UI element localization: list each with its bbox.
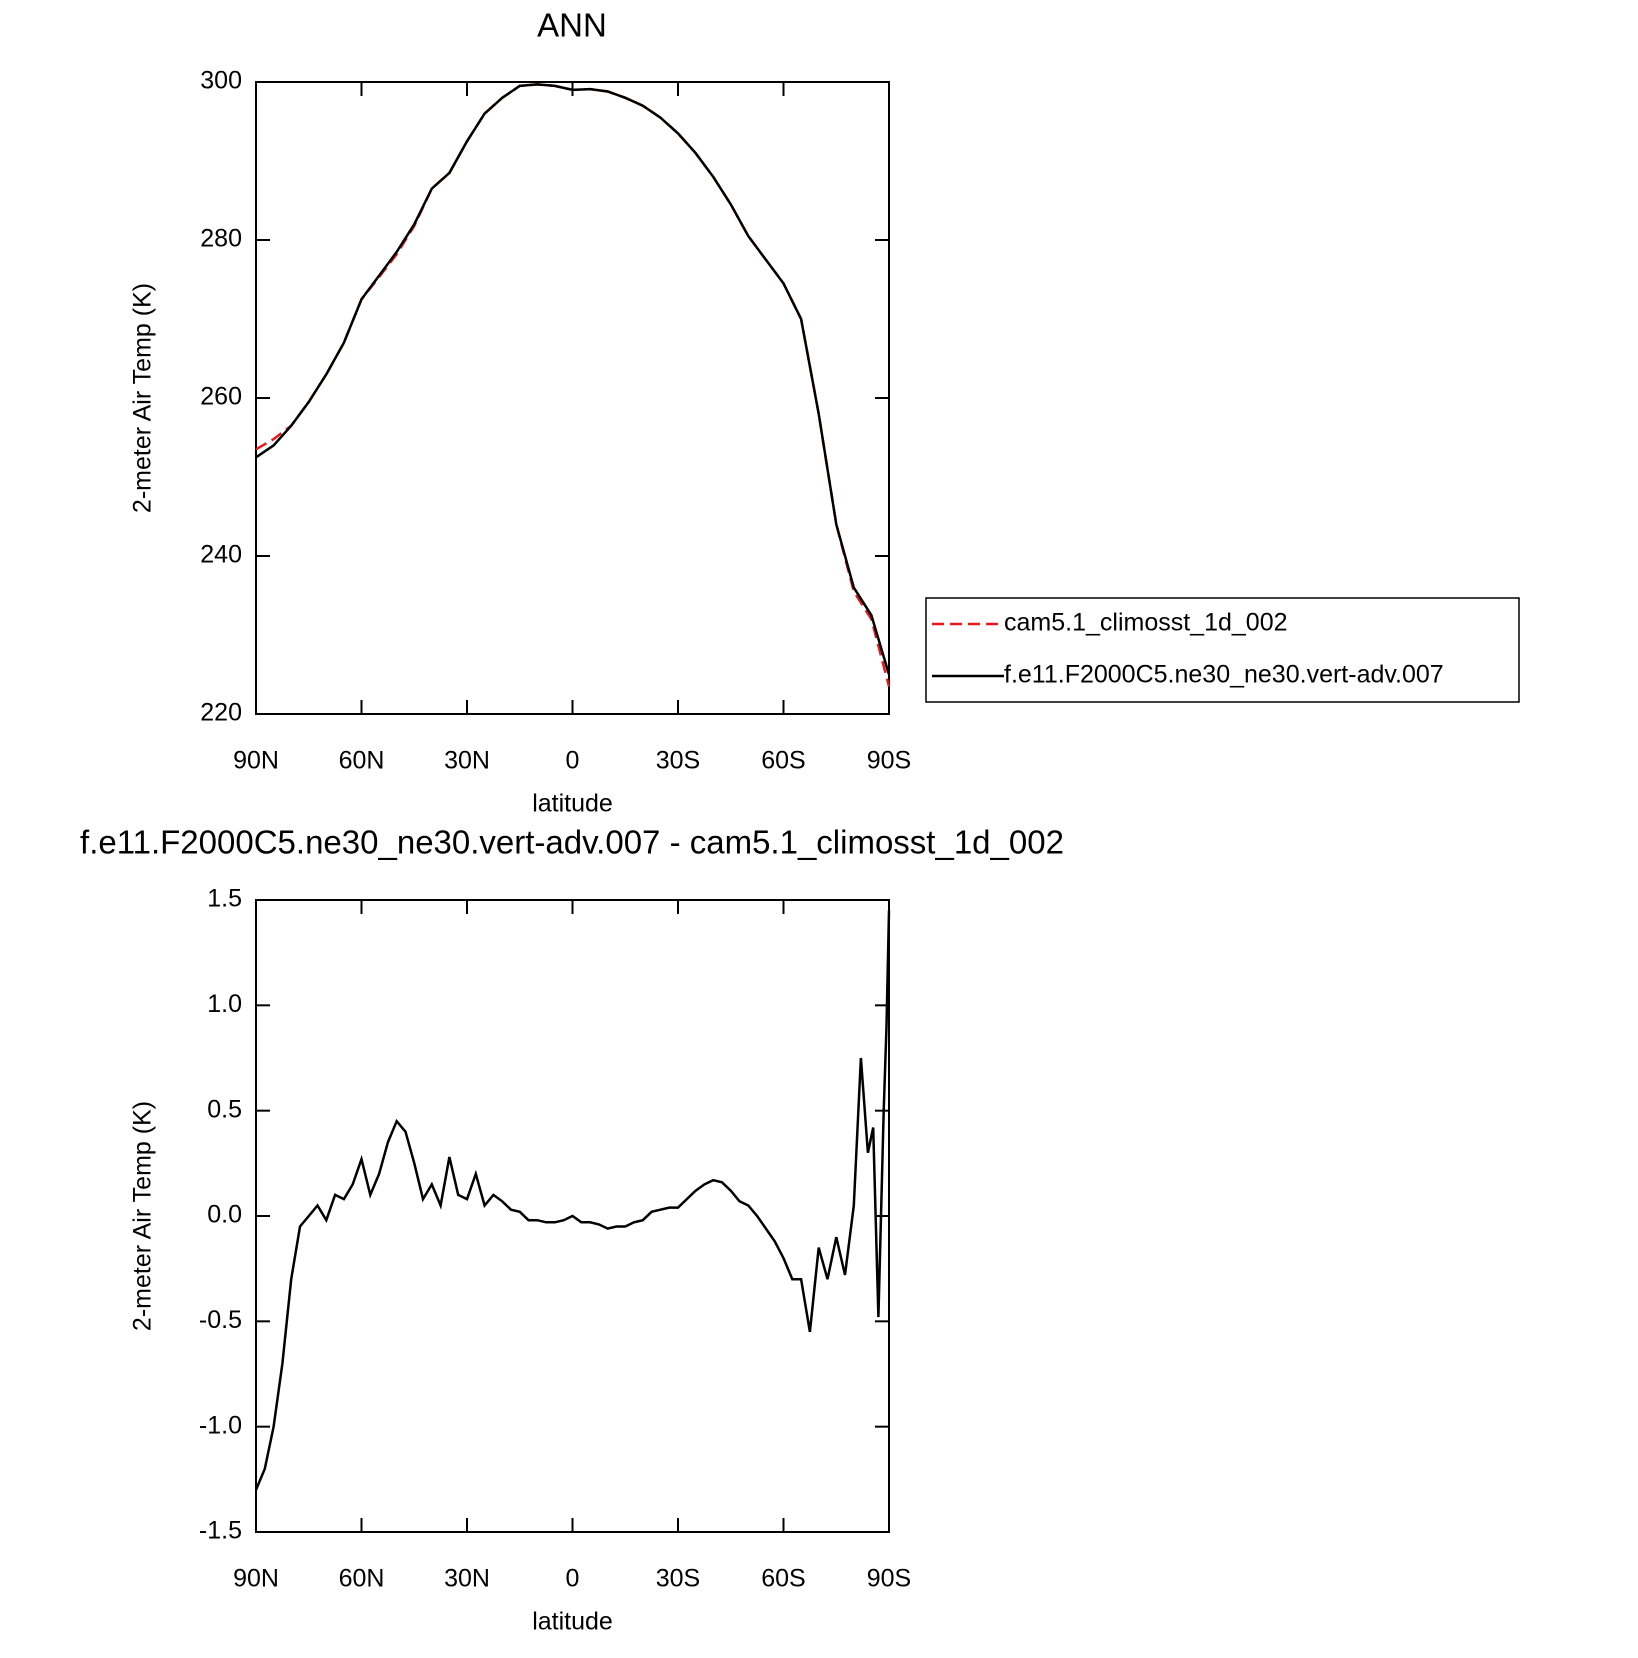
x-tick-label: 60N: [339, 747, 385, 775]
series-line: [254, 910, 891, 1491]
y-tick-label: 1.0: [207, 990, 242, 1018]
x-axis-label: latitude: [532, 790, 613, 818]
x-tick-label: 60S: [761, 1565, 805, 1593]
x-tick-label: 0: [566, 747, 580, 775]
x-tick-label: 30S: [656, 747, 700, 775]
y-tick-label: 220: [200, 699, 242, 727]
x-tick-label: 90S: [867, 747, 911, 775]
x-axis-label: latitude: [532, 1608, 613, 1636]
y-axis-label: 2-meter Air Temp (K): [129, 283, 157, 513]
x-tick-label: 60S: [761, 747, 805, 775]
legend-box: [925, 597, 1520, 703]
chart-title: f.e11.F2000C5.ne30_ne30.vert-adv.007 - c…: [80, 824, 1064, 861]
legend-label: cam5.1_climosst_1d_002: [1004, 609, 1288, 637]
y-tick-label: -1.5: [199, 1517, 242, 1545]
y-tick-label: 0.5: [207, 1095, 242, 1123]
x-tick-label: 60N: [339, 1565, 385, 1593]
y-tick-label: 1.5: [207, 885, 242, 913]
series-line: [255, 83, 891, 675]
x-tick-label: 30N: [444, 1565, 490, 1593]
x-tick-label: 90N: [233, 1565, 279, 1593]
y-tick-label: 0.0: [207, 1201, 242, 1229]
y-tick-label: 300: [200, 67, 242, 95]
series-line: [255, 83, 891, 687]
y-tick-label: 240: [200, 541, 242, 569]
plot-frame: [255, 81, 890, 715]
x-tick-label: 90N: [233, 747, 279, 775]
y-tick-label: -1.0: [199, 1411, 242, 1439]
y-tick-label: 260: [200, 383, 242, 411]
y-tick-label: -0.5: [199, 1306, 242, 1334]
x-tick-label: 90S: [867, 1565, 911, 1593]
legend-label: f.e11.F2000C5.ne30_ne30.vert-adv.007: [1004, 661, 1444, 689]
x-tick-label: 30N: [444, 747, 490, 775]
chart-title: ANN: [537, 7, 607, 44]
y-axis-label: 2-meter Air Temp (K): [129, 1101, 157, 1331]
y-tick-label: 280: [200, 225, 242, 253]
x-tick-label: 0: [566, 1565, 580, 1593]
x-tick-label: 30S: [656, 1565, 700, 1593]
